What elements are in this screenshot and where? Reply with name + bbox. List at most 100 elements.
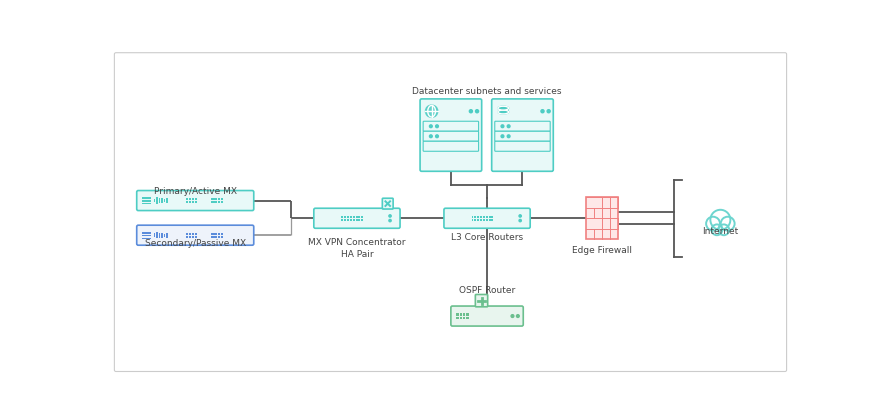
Circle shape [429,135,432,138]
Bar [218,236,220,238]
Text: Secondary/Passive MX: Secondary/Passive MX [145,239,246,248]
Bar [142,200,150,202]
Bar [456,313,458,315]
FancyBboxPatch shape [494,131,550,141]
Bar [459,317,461,319]
Circle shape [435,135,438,138]
Bar [474,219,476,221]
FancyBboxPatch shape [475,294,487,307]
FancyBboxPatch shape [585,197,617,239]
Circle shape [507,135,509,138]
Bar [220,198,222,200]
Bar [456,317,458,319]
FancyBboxPatch shape [422,121,478,131]
Circle shape [710,224,722,235]
FancyBboxPatch shape [114,52,786,372]
Bar [356,216,357,218]
Bar [186,233,188,235]
Bar [352,216,355,218]
Bar [142,232,150,234]
Circle shape [717,224,729,235]
Circle shape [546,110,550,113]
Bar [358,219,360,221]
Bar [486,216,487,218]
FancyBboxPatch shape [422,131,478,141]
Text: Edge Firewall: Edge Firewall [572,246,631,255]
FancyBboxPatch shape [494,121,550,131]
Bar [491,216,493,218]
Circle shape [500,135,503,138]
Circle shape [435,125,438,128]
Bar [189,201,191,203]
Bar [356,219,357,221]
Bar [347,216,349,218]
FancyBboxPatch shape [443,208,529,228]
Bar [166,198,168,203]
Bar [344,216,346,218]
Bar [214,201,216,203]
Bar [344,219,346,221]
Circle shape [507,125,509,128]
Bar [156,232,157,238]
Bar [491,219,493,221]
Bar [186,198,188,200]
Circle shape [516,315,519,318]
Bar [218,233,220,235]
Bar [195,198,198,200]
Circle shape [705,217,719,231]
Bar [158,233,160,238]
Bar [212,198,213,200]
Bar [192,236,194,238]
Bar [465,313,468,315]
Bar [486,219,487,221]
Bar [341,219,343,221]
Bar [341,216,343,218]
Bar [192,201,194,203]
Bar [186,201,188,203]
Text: MX VPN Concentrator
HA Pair: MX VPN Concentrator HA Pair [308,238,406,259]
Bar [477,219,479,221]
Bar [497,108,508,112]
Bar [463,317,464,319]
Bar [352,219,355,221]
Circle shape [518,215,521,217]
Circle shape [475,110,478,113]
Bar [192,233,194,235]
FancyBboxPatch shape [137,225,254,245]
Bar [195,236,198,238]
FancyBboxPatch shape [137,191,254,210]
Bar [163,199,165,202]
Bar [142,235,150,236]
Bar [212,236,213,238]
FancyBboxPatch shape [422,141,478,151]
Bar [154,233,155,237]
Text: Primary/Active MX: Primary/Active MX [154,187,236,197]
Circle shape [500,125,503,128]
Ellipse shape [497,106,508,110]
Ellipse shape [497,110,508,114]
Bar [158,198,160,203]
FancyBboxPatch shape [491,99,552,171]
Bar [474,216,476,218]
Bar [212,233,213,235]
Bar [163,234,165,237]
Bar [189,236,191,238]
FancyBboxPatch shape [420,99,481,171]
Bar [156,197,157,204]
Bar [214,233,216,235]
Bar [195,201,198,203]
Bar [465,317,468,319]
Circle shape [469,110,471,113]
Bar [189,233,191,235]
Bar [361,219,363,221]
Bar [479,216,481,218]
Bar [166,233,168,238]
Bar [482,216,485,218]
Circle shape [518,219,521,222]
Text: Internet: Internet [702,227,738,236]
Bar [471,216,473,218]
Bar [212,201,213,203]
Bar [220,236,222,238]
Bar [161,198,162,203]
Circle shape [425,105,437,118]
